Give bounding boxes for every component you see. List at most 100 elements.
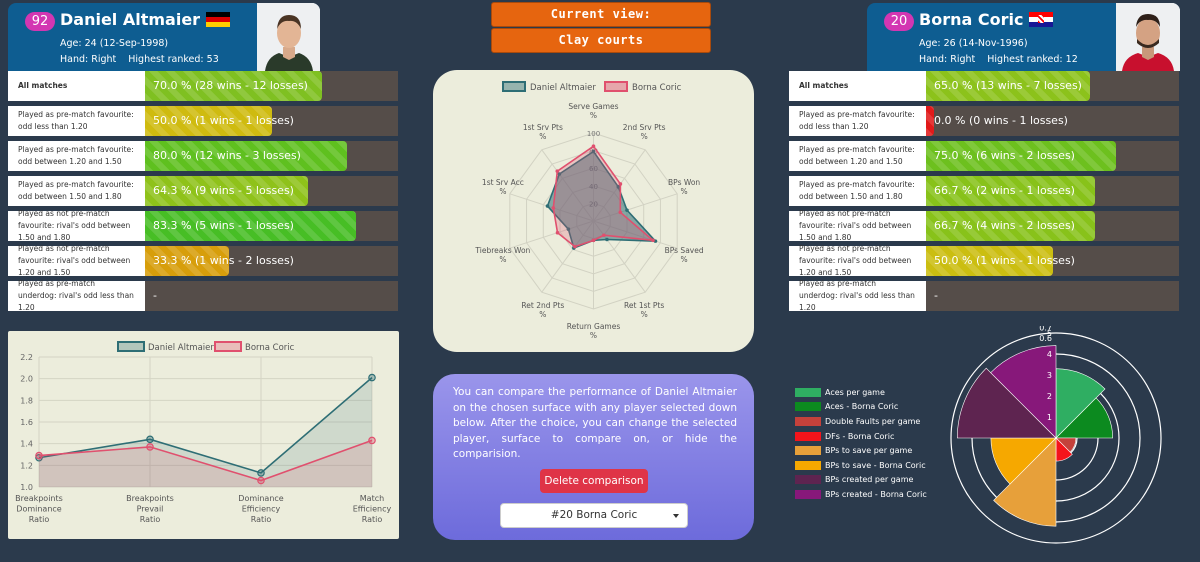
radar-axis-label-line: Ret 1st Pts <box>624 301 664 310</box>
radar-point <box>591 149 596 154</box>
line-chart-panel: Daniel Altmaier Borna Coric 1.0 1.2 1.4 1.6 1.… <box>8 331 399 539</box>
radar-axis-label-line: % <box>539 310 546 319</box>
stat-label: Played as pre-match favourite: odd betwe… <box>799 180 915 201</box>
radar-axis-label-line: BPs Won <box>668 178 700 187</box>
radar-point <box>573 244 577 249</box>
surface-button[interactable]: Clay courts <box>491 28 711 53</box>
player1-stat-row: Played as pre-match underdog: rival's od… <box>8 279 398 312</box>
radar-axis-label: Ret 1st Pts% <box>624 301 664 319</box>
line-point <box>35 451 43 460</box>
germany-flag-icon <box>206 12 231 27</box>
player1-details: Hand: Right Highest ranked: 53 <box>60 54 219 65</box>
line-ytick-label: 1.2 <box>20 461 33 470</box>
stat-bar-track: 70.0 % (28 wins - 12 losses) <box>145 71 398 101</box>
polar-legend-label: BPs created per game <box>825 475 914 485</box>
player2-stat-row: All matches 65.0 % (13 wins - 7 losses) <box>789 71 1179 101</box>
polar-tick-label: 4 <box>1047 350 1052 359</box>
legend-swatch <box>795 416 821 426</box>
legend-swatch <box>795 475 821 485</box>
player2-stats-table: All matches 65.0 % (13 wins - 7 losses) Pl… <box>789 71 1179 316</box>
radar-axis-label-line: 1st Srv Acc <box>482 178 524 187</box>
stat-value: 33.3 % (1 wins - 2 losses) <box>153 254 294 267</box>
stat-bar-fill <box>145 211 356 241</box>
radar-axis-label: Ret 2nd Pts% <box>521 301 564 319</box>
stat-bar-track: 0.0 % (0 wins - 1 losses) <box>926 106 1179 136</box>
stat-label: Played as not pre-match favourite: rival… <box>18 209 131 242</box>
player2-details: Hand: Right Highest ranked: 12 <box>919 54 1078 65</box>
polar-legend-item: Double Faults per game <box>795 414 927 429</box>
stat-bar-fill <box>926 211 1095 241</box>
radar-axis-label-line: % <box>499 255 506 264</box>
radar-point <box>616 185 621 189</box>
player1-stats-table: All matches 70.0 % (28 wins - 12 losses) P… <box>8 71 398 316</box>
player2-stat-row: Played as pre-match favourite: odd betwe… <box>789 141 1179 171</box>
stat-bar-track: 75.0 % (6 wins - 2 losses) <box>926 141 1179 171</box>
polar-tick-label: 3 <box>1047 371 1052 380</box>
stat-bar-track: 33.3 % (1 wins - 2 losses) <box>145 246 398 276</box>
polar-segment <box>993 437 1057 527</box>
line-xtick-label-line: Dominance <box>238 494 284 503</box>
player1-photo <box>257 3 320 71</box>
comparison-info-box: You can compare the performance of Danie… <box>433 374 754 540</box>
polar-legend-item: Aces per game <box>795 385 927 400</box>
stat-bar-fill <box>145 71 323 101</box>
stat-value: 70.0 % (28 wins - 12 losses) <box>153 79 308 92</box>
stat-label: Played as pre-match favourite: odd betwe… <box>799 145 915 166</box>
player2-hand: Hand: Right <box>919 54 976 65</box>
radar-point <box>555 169 560 173</box>
polar-legend-item: Aces - Borna Coric <box>795 400 927 415</box>
compare-player-select[interactable]: #20 Borna Coric <box>500 503 688 528</box>
radar-point <box>618 182 623 186</box>
radar-axis-label-line: % <box>641 310 648 319</box>
legend-swatch <box>117 341 145 352</box>
radar-axis-label-line: % <box>590 331 597 340</box>
radar-point <box>625 208 629 212</box>
radar-axis-label-line: Ret 2nd Pts <box>521 301 564 310</box>
legend-swatch <box>795 460 821 470</box>
stat-value: 64.3 % (9 wins - 5 losses) <box>153 184 294 197</box>
radar-point <box>555 230 560 235</box>
stat-bar-track: 83.3 % (5 wins - 1 losses) <box>145 211 398 241</box>
radar-point <box>651 238 655 243</box>
stat-bar-track: 66.7 % (2 wins - 1 losses) <box>926 176 1179 206</box>
radar-point <box>566 227 571 231</box>
radar-axis-label: BPs Saved% <box>665 246 704 264</box>
polar-tick-label: 5 <box>1047 329 1052 338</box>
stat-bar-track: 66.7 % (4 wins - 2 losses) <box>926 211 1179 241</box>
player1-highest: Highest ranked: 53 <box>128 54 219 65</box>
player1-stat-row: Played as pre-match favourite: odd less … <box>8 106 398 136</box>
player1-stat-row: All matches 70.0 % (28 wins - 12 losses) <box>8 71 398 101</box>
radar-axis-label-line: 2nd Srv Pts <box>623 123 666 132</box>
line-point <box>257 476 265 485</box>
radar-axis-label-line: Serve Games <box>568 102 618 111</box>
player1-name: Daniel Altmaier <box>60 10 231 29</box>
polar-legend-item: BPs to save per game <box>795 443 927 458</box>
player2-stat-row: Played as pre-match favourite: odd betwe… <box>789 176 1179 206</box>
radar-axis-label-line: % <box>641 132 648 141</box>
radar-axis-label: BPs Won% <box>668 178 700 196</box>
player1-header: 92 Daniel Altmaier Age: 24 (12-Sep-1998)… <box>8 3 320 71</box>
stat-label: Played as not pre-match favourite: rival… <box>799 244 912 277</box>
polar-segment <box>1055 397 1114 439</box>
line-xtick-label-line: Match <box>360 494 384 503</box>
legend-swatch <box>795 402 821 412</box>
radar-point <box>605 237 609 242</box>
radar-legend-label: Daniel Altmaier <box>530 83 596 93</box>
polar-legend-item: DFs - Borna Coric <box>795 429 927 444</box>
stat-bar-fill <box>926 141 1116 171</box>
player1-stat-row: Played as not pre-match favourite: rival… <box>8 244 398 277</box>
stat-value: 65.0 % (13 wins - 7 losses) <box>934 79 1082 92</box>
delete-comparison-button[interactable]: Delete comparison <box>540 469 648 493</box>
radar-axis-label-line: % <box>539 132 546 141</box>
player2-stat-row: Played as not pre-match favourite: rival… <box>789 244 1179 277</box>
radar-point <box>551 206 556 210</box>
stat-bar-fill <box>145 106 272 136</box>
legend-swatch <box>795 446 821 456</box>
stat-bar-track: 80.0 % (12 wins - 3 losses) <box>145 141 398 171</box>
stat-bar-track: 50.0 % (1 wins - 1 losses) <box>145 106 398 136</box>
radar-legend-label: Borna Coric <box>632 83 682 93</box>
radar-axis-label: 2nd Srv Pts% <box>623 123 666 141</box>
line-series-2 <box>38 439 373 482</box>
